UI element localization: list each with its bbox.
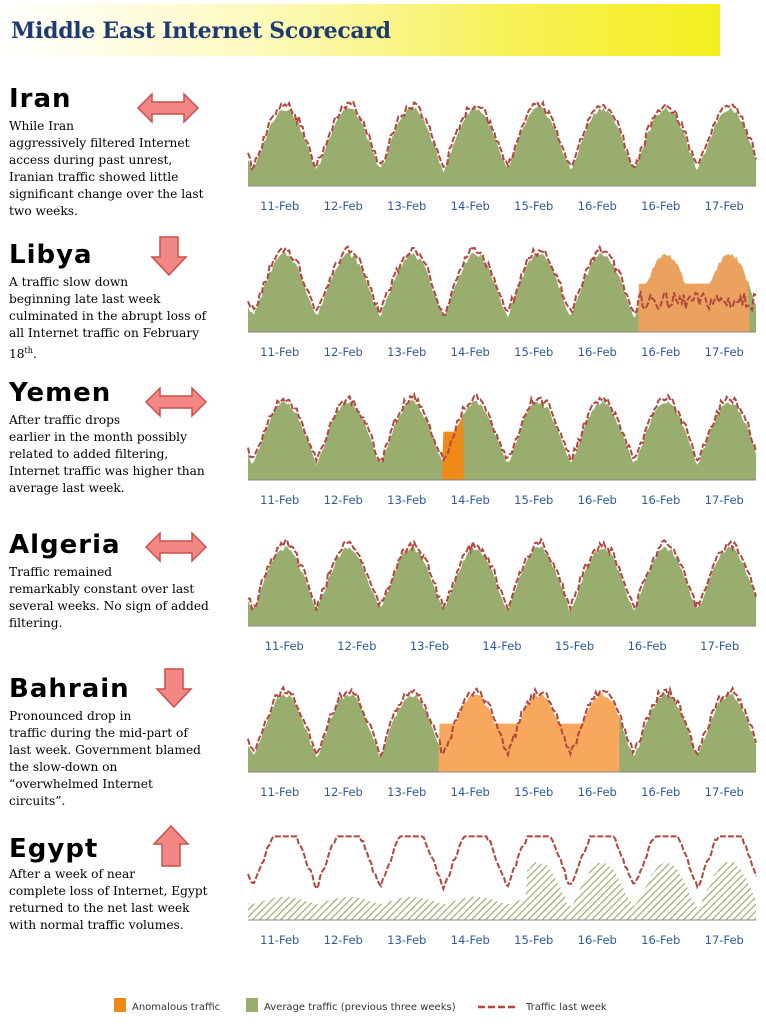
x-tick-label-bahrain: 16-Feb <box>578 785 617 799</box>
average-traffic-area <box>248 252 756 332</box>
page-title: Middle East Internet Scorecard <box>11 18 391 44</box>
x-tick-label-algeria: 11-Feb <box>265 639 304 653</box>
traffic-chart-iran: 11-Feb 12-Feb 13-Feb 14-Feb 15-Feb 16-Feb 16-F… <box>247 99 757 213</box>
traffic-last-week-line <box>247 244 757 317</box>
x-tick-label-algeria: 15-Feb <box>555 639 594 653</box>
country-description-libya: A traffic slow down beginning late last … <box>9 275 207 362</box>
anomalous-traffic-area <box>441 413 464 480</box>
x-tick-label-yemen: 13-Feb <box>387 493 426 507</box>
traffic-chart-libya: 11-Feb 12-Feb 13-Feb 14-Feb 15-Feb 16-Feb 16-F… <box>247 244 757 359</box>
legend-label-anomalous: Anomalous traffic <box>132 1002 221 1013</box>
x-tick-label-bahrain: 15-Feb <box>514 785 553 799</box>
x-tick-label-algeria: 14-Feb <box>482 639 521 653</box>
x-tick-label-iran: 16-Feb <box>578 199 617 213</box>
average-traffic-area <box>248 546 756 626</box>
x-tick-label-iran: 12-Feb <box>324 199 363 213</box>
down-arrow-icon <box>150 236 188 277</box>
legend-label-average: Average traffic (previous three weeks) <box>264 1002 456 1013</box>
x-tick-label-yemen: 16-Feb <box>641 493 680 507</box>
country-name-yemen: Yemen <box>9 378 112 408</box>
x-tick-label-libya: 16-Feb <box>641 345 680 359</box>
x-tick-label-libya: 16-Feb <box>578 345 617 359</box>
x-tick-label-egypt: 16-Feb <box>578 933 617 947</box>
title-banner: Middle East Internet Scorecard <box>0 4 720 56</box>
up-arrow-icon <box>152 824 190 867</box>
country-name-iran: Iran <box>9 84 72 114</box>
x-tick-label-yemen: 17-Feb <box>705 493 744 507</box>
legend-swatch-line <box>478 1005 518 1009</box>
x-tick-label-egypt: 11-Feb <box>260 933 299 947</box>
traffic-last-week-line <box>247 685 757 759</box>
x-tick-label-yemen: 16-Feb <box>578 493 617 507</box>
average-traffic-area <box>248 106 756 186</box>
x-tick-label-iran: 11-Feb <box>260 199 299 213</box>
x-tick-label-egypt: 16-Feb <box>641 933 680 947</box>
x-tick-label-iran: 14-Feb <box>451 199 490 213</box>
steady-arrow-icon <box>144 386 208 418</box>
average-traffic-area <box>248 400 756 480</box>
traffic-last-week-line <box>247 391 757 465</box>
x-tick-label-libya: 14-Feb <box>451 345 490 359</box>
average-traffic-area <box>248 860 756 920</box>
x-tick-label-bahrain: 11-Feb <box>260 785 299 799</box>
traffic-chart-algeria: 11-Feb 12-Feb 13-Feb 14-Feb 15-Feb 16-Feb 17-F… <box>248 537 757 653</box>
legend-swatch-average <box>246 998 258 1012</box>
country-description-yemen: After traffic drops earlier in the month… <box>9 413 205 495</box>
country-description-iran: While Iran aggressively filtered Interne… <box>9 119 204 218</box>
x-tick-label-algeria: 16-Feb <box>628 639 667 653</box>
x-tick-label-bahrain: 17-Feb <box>705 785 744 799</box>
x-tick-label-egypt: 17-Feb <box>705 933 744 947</box>
x-tick-label-yemen: 12-Feb <box>324 493 363 507</box>
x-tick-label-libya: 13-Feb <box>387 345 426 359</box>
x-tick-label-libya: 15-Feb <box>514 345 553 359</box>
anomalous-traffic-area <box>638 253 750 332</box>
average-traffic-area <box>248 692 756 772</box>
anomalous-traffic-area <box>438 692 620 772</box>
x-tick-label-iran: 13-Feb <box>387 199 426 213</box>
legend-swatch-anomalous <box>114 998 126 1012</box>
x-tick-label-yemen: 11-Feb <box>260 493 299 507</box>
x-tick-label-iran: 15-Feb <box>514 199 553 213</box>
x-tick-label-libya: 11-Feb <box>260 345 299 359</box>
traffic-chart-bahrain: 11-Feb 12-Feb 13-Feb 14-Feb 15-Feb 16-Feb 16-F… <box>247 685 757 799</box>
traffic-chart-yemen: 11-Feb 12-Feb 13-Feb 14-Feb 15-Feb 16-Feb 16-F… <box>247 391 757 507</box>
x-tick-label-algeria: 13-Feb <box>410 639 449 653</box>
traffic-last-week-line <box>247 835 757 892</box>
x-tick-label-yemen: 14-Feb <box>451 493 490 507</box>
country-name-libya: Libya <box>9 240 93 270</box>
x-tick-label-egypt: 14-Feb <box>451 933 490 947</box>
x-tick-label-bahrain: 13-Feb <box>387 785 426 799</box>
country-name-algeria: Algeria <box>9 530 121 560</box>
traffic-last-week-line <box>247 99 757 172</box>
steady-arrow-icon <box>144 531 208 563</box>
legend-label-line: Traffic last week <box>526 1002 607 1013</box>
down-arrow-icon <box>155 668 193 709</box>
x-tick-label-egypt: 15-Feb <box>514 933 553 947</box>
x-tick-label-bahrain: 16-Feb <box>641 785 680 799</box>
steady-arrow-icon <box>136 92 200 124</box>
country-description-bahrain: Pronounced drop in traffic during the mi… <box>9 709 201 808</box>
traffic-last-week-line <box>248 537 757 613</box>
x-tick-label-egypt: 12-Feb <box>324 933 363 947</box>
country-description-egypt: After a week of near complete loss of In… <box>9 867 208 932</box>
country-description-algeria: Traffic remained remarkably constant ove… <box>9 565 209 630</box>
x-tick-label-libya: 12-Feb <box>324 345 363 359</box>
country-name-bahrain: Bahrain <box>9 674 130 704</box>
country-name-egypt: Egypt <box>9 834 99 864</box>
x-tick-label-libya: 17-Feb <box>705 345 744 359</box>
x-tick-label-algeria: 17-Feb <box>700 639 739 653</box>
x-tick-label-iran: 17-Feb <box>705 199 744 213</box>
traffic-chart-egypt: 11-Feb 12-Feb 13-Feb 14-Feb 15-Feb 16-Feb 16-F… <box>247 835 757 947</box>
x-tick-label-egypt: 13-Feb <box>387 933 426 947</box>
x-tick-label-iran: 16-Feb <box>641 199 680 213</box>
x-tick-label-yemen: 15-Feb <box>514 493 553 507</box>
x-tick-label-bahrain: 12-Feb <box>324 785 363 799</box>
x-tick-label-bahrain: 14-Feb <box>451 785 490 799</box>
x-tick-label-algeria: 12-Feb <box>337 639 376 653</box>
